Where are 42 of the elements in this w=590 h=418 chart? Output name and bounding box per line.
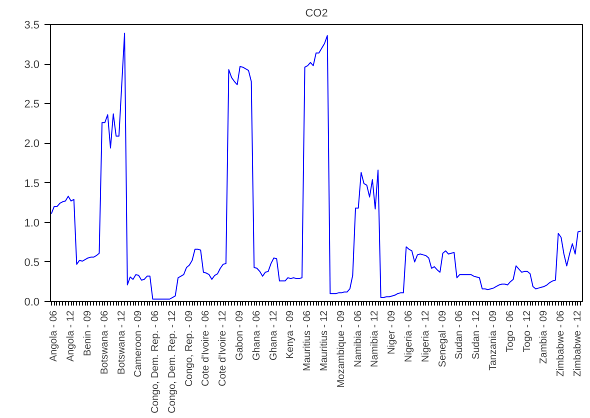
x-tick-label: Ghana - 12 xyxy=(268,310,280,361)
x-tick-label: Cote d'Ivoire - 06 xyxy=(200,310,212,386)
x-tick-label: Zambia - 09 xyxy=(538,310,550,364)
x-tick-label: Zimbabwe - 06 xyxy=(556,310,567,377)
x-tick-label: Nigeria - 12 xyxy=(420,310,432,362)
x-tick-label: Tanzania - 09 xyxy=(488,310,500,371)
x-tick-label: Congo, Rep. - 09 xyxy=(184,310,195,387)
x-tick-label: Togo - 06 xyxy=(504,310,516,352)
x-tick-label: Namibia - 12 xyxy=(370,310,381,368)
x-tick-label: Niger - 09 xyxy=(386,310,398,354)
x-tick-label: Angola - 12 xyxy=(66,310,77,362)
x-tick-label: Benin - 09 xyxy=(82,310,94,356)
x-tick-label: Senegal - 09 xyxy=(437,310,448,368)
x-tick-label: Kenya - 09 xyxy=(285,310,296,359)
x-tick-label: Ghana - 06 xyxy=(251,310,262,361)
line-series xyxy=(50,32,582,300)
y-tick-label: 2.0 xyxy=(24,138,40,150)
y-tick-label: 0.0 xyxy=(24,296,40,308)
y-tick-label: 3.0 xyxy=(24,59,40,72)
x-tick-label: Namibia - 06 xyxy=(352,310,364,368)
x-tick-label: Cote d'Ivoire - 12 xyxy=(218,310,229,386)
y-tick-label: 3.5 xyxy=(24,20,40,32)
x-tick-label: Botswana - 12 xyxy=(116,310,128,374)
x-tick-label: Mozambique - 09 xyxy=(336,310,347,388)
chart-title: CO2 xyxy=(305,8,328,20)
x-tick-label: Mauritius - 06 xyxy=(302,310,314,372)
x-tick-label: Gabon - 09 xyxy=(234,310,246,361)
x-tick-label: Angola - 06 xyxy=(48,310,60,362)
x-tick-label: Togo - 12 xyxy=(522,310,533,352)
x-tick-label: Nigeria - 06 xyxy=(404,310,415,362)
x-tick-label: Mauritius - 12 xyxy=(319,310,330,372)
y-tick-label: 2.5 xyxy=(24,98,40,111)
x-tick-label: Zimbabwe - 12 xyxy=(572,310,584,377)
x-tick-label: Botswana - 06 xyxy=(99,310,110,374)
y-tick-label: 0.5 xyxy=(24,256,40,269)
y-tick-label: 1.0 xyxy=(24,217,40,230)
x-tick-label: Sudan - 06 xyxy=(454,310,466,360)
x-tick-label: Sudan - 12 xyxy=(471,310,482,360)
x-tick-label: Congo, Dem. Rep. - 12 xyxy=(166,310,178,414)
y-tick-label: 1.5 xyxy=(24,178,40,190)
x-tick-label: Congo, Dem. Rep. - 06 xyxy=(150,310,162,414)
x-tick-label: Cameroon - 09 xyxy=(133,310,144,378)
